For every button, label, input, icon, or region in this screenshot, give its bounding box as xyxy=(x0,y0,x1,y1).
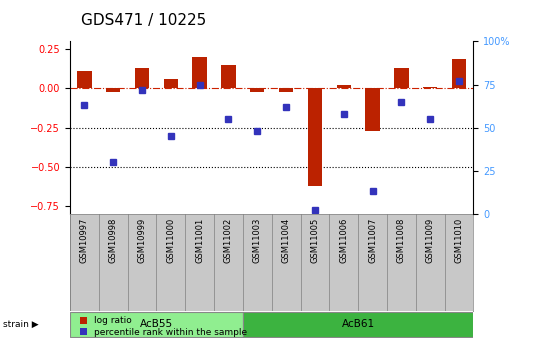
Text: GSM11000: GSM11000 xyxy=(166,218,175,263)
Text: GSM11010: GSM11010 xyxy=(455,218,464,263)
Text: GSM11005: GSM11005 xyxy=(310,218,320,263)
Text: GSM11008: GSM11008 xyxy=(397,218,406,263)
Text: GSM11001: GSM11001 xyxy=(195,218,204,263)
Text: GSM11007: GSM11007 xyxy=(368,218,377,263)
Text: GSM10998: GSM10998 xyxy=(109,218,118,263)
Text: GSM10997: GSM10997 xyxy=(80,218,89,263)
Text: GSM11006: GSM11006 xyxy=(339,218,348,263)
FancyBboxPatch shape xyxy=(70,312,243,337)
Bar xyxy=(365,88,380,131)
Bar xyxy=(221,65,236,88)
Bar xyxy=(193,57,207,88)
Bar xyxy=(337,85,351,88)
Bar xyxy=(250,88,265,91)
Bar xyxy=(394,68,408,88)
Bar xyxy=(135,68,149,88)
Bar xyxy=(308,88,322,186)
Text: GSM10999: GSM10999 xyxy=(138,218,146,263)
Bar xyxy=(106,88,121,91)
Bar xyxy=(279,88,293,91)
Legend: log ratio, percentile rank within the sample: log ratio, percentile rank within the sa… xyxy=(80,316,247,337)
Bar xyxy=(452,59,466,88)
Bar xyxy=(77,71,91,88)
FancyBboxPatch shape xyxy=(243,312,473,337)
Text: GSM11004: GSM11004 xyxy=(281,218,291,263)
Bar xyxy=(164,79,178,88)
Text: GSM11009: GSM11009 xyxy=(426,218,435,263)
Text: strain ▶: strain ▶ xyxy=(3,320,38,329)
Text: AcB55: AcB55 xyxy=(140,319,173,329)
Text: GDS471 / 10225: GDS471 / 10225 xyxy=(81,13,206,28)
Text: GSM11003: GSM11003 xyxy=(253,218,262,263)
Text: GSM11002: GSM11002 xyxy=(224,218,233,263)
Text: AcB61: AcB61 xyxy=(342,319,374,329)
Bar xyxy=(423,87,437,88)
